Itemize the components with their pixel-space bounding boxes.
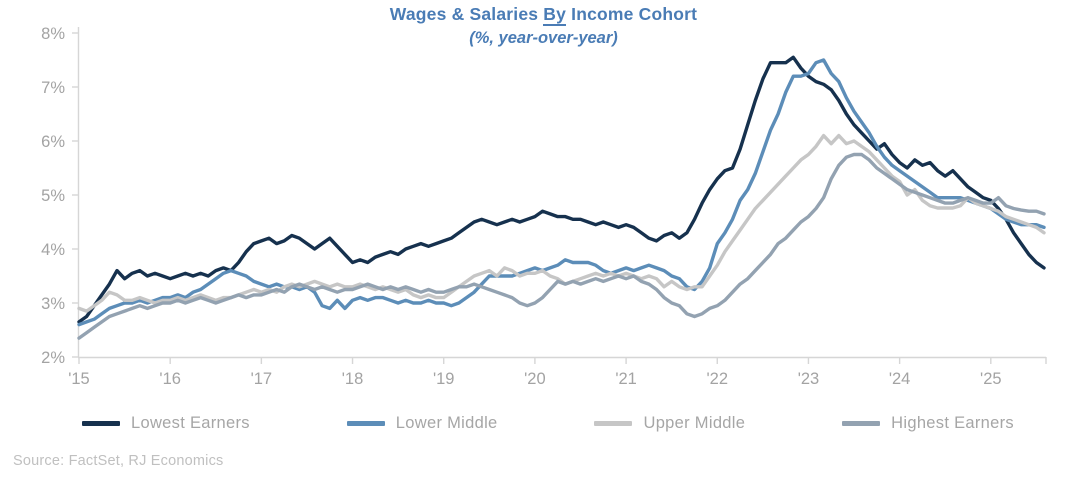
chart-title-underlined-word: By [543,4,567,26]
chart-header: Wages & Salaries By Income Cohort (%, ye… [0,2,1087,51]
chart-subtitle: (%, year-over-year) [469,29,618,48]
legend-swatch-lower-middle-icon [346,421,385,426]
x-axis-label: '18 [342,370,364,388]
x-axis-label: '22 [707,370,729,388]
chart-title: Wages & Salaries By Income Cohort [0,2,1087,27]
series-line-highest-earners [77,152,1046,340]
x-axis-label: '15 [68,370,90,388]
y-axis-label: 8% [41,25,65,43]
x-axis-label: '25 [980,370,1002,388]
legend-label-highest-earners: Highest Earners [891,414,1014,432]
legend-swatch-highest-earners-icon [842,421,881,426]
legend-item-highest-earners: Highest Earners [842,414,1014,433]
x-axis-label: '17 [251,370,273,388]
chart-title-prefix: Wages & Salaries [389,4,544,24]
legend-item-lowest-earners: Lowest Earners [82,414,250,433]
y-axis-label: 4% [41,241,65,259]
source-note: Source: FactSet, RJ Economics [13,453,224,469]
x-axis-label: '24 [889,370,911,388]
x-axis-label: '16 [159,370,181,388]
y-axis-label: 7% [41,79,65,97]
legend-label-upper-middle: Upper Middle [643,414,746,432]
series-line-lower-middle [77,58,1046,327]
x-axis-label: '20 [524,370,546,388]
y-axis-label: 6% [41,133,65,151]
chart-legend: Lowest Earners Lower Middle Upper Middle… [82,414,1014,433]
legend-swatch-upper-middle-icon [594,421,633,426]
legend-item-upper-middle: Upper Middle [594,414,745,433]
chart-title-suffix: Income Cohort [566,4,698,24]
y-axis-label: 3% [41,295,65,313]
legend-swatch-lowest-earners-icon [82,421,120,426]
legend-label-lowest-earners: Lowest Earners [131,414,250,432]
series-line-lowest-earners [77,55,1046,324]
x-axis-label: '23 [798,370,820,388]
x-axis-label: '21 [615,370,637,388]
legend-label-lower-middle: Lower Middle [395,414,498,432]
x-axis-label: '19 [433,370,455,388]
legend-item-lower-middle: Lower Middle [346,414,498,433]
y-axis-label: 5% [41,187,65,205]
y-axis-label: 2% [41,349,65,367]
